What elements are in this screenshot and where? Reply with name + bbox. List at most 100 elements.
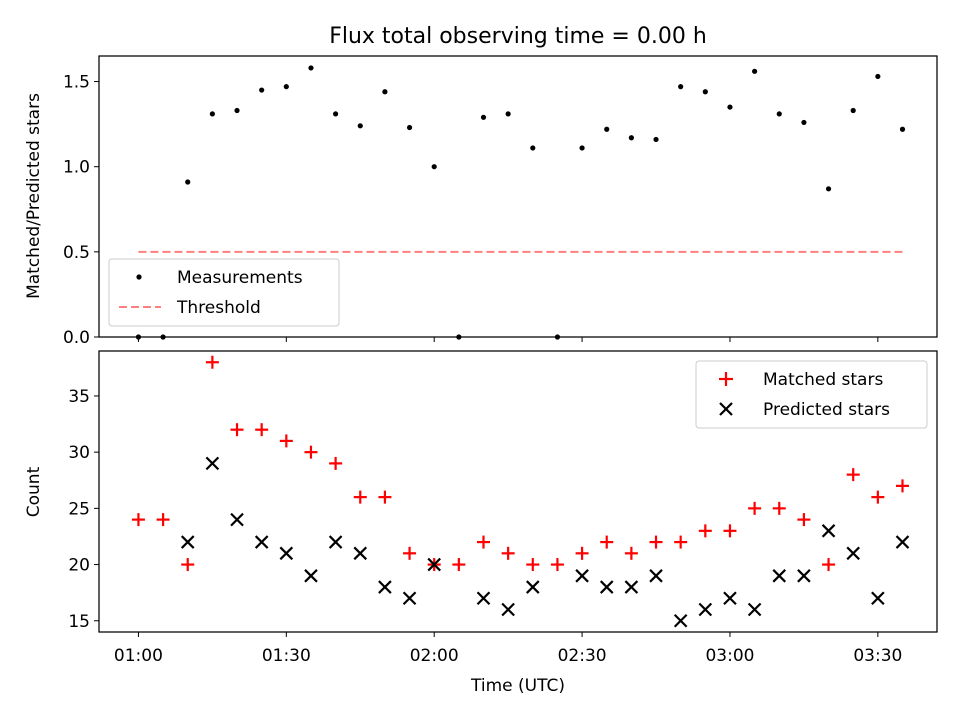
- y-tick-label: 0.0: [63, 328, 90, 348]
- matched-point: [723, 524, 737, 538]
- matched-point: [895, 479, 909, 493]
- predicted-point: [575, 569, 589, 583]
- measurement-point: [160, 334, 166, 340]
- predicted-point: [427, 557, 441, 572]
- x-tick-label: 03:30: [853, 646, 902, 666]
- ratio-x-ticks: [137, 337, 879, 342]
- predicted-point: [279, 546, 294, 561]
- x-tick-label: 02:00: [410, 646, 459, 666]
- y-tick-label: 1.5: [63, 73, 90, 93]
- ratio-y-label: Matched/Predicted stars: [24, 93, 44, 299]
- count-panel-frame: [98, 350, 938, 633]
- matched-point: [304, 445, 318, 459]
- predicted-point: [723, 591, 737, 606]
- legend-threshold-label: Threshold: [176, 298, 261, 318]
- matched-point: [698, 524, 712, 538]
- count-y-label: Count: [24, 466, 44, 517]
- ratio-y-ticks: 0.0 0.5 1.0 1.5: [63, 73, 99, 348]
- measurement-point: [234, 107, 240, 114]
- x-tick-label: 02:30: [558, 646, 607, 666]
- predicted-point: [698, 602, 713, 617]
- measurement-point: [505, 111, 511, 117]
- ratio-plot-area: [135, 65, 906, 340]
- measurement-point: [628, 135, 634, 141]
- matched-point: [822, 558, 836, 572]
- measurement-point: [875, 73, 881, 80]
- measurement-point: [554, 334, 561, 340]
- measurement-point: [431, 164, 437, 170]
- predicted-point: [254, 535, 269, 549]
- count-panel: 15 20 25 30 35 01:00 01:30 02:00 02:30 03:00 03:3…: [24, 350, 938, 696]
- chart-title: Flux total observing time = 0.00 h: [329, 24, 707, 49]
- measurement-point: [456, 334, 462, 340]
- predicted-point: [747, 602, 762, 617]
- measurement-point: [283, 84, 289, 90]
- count-y-ticks: 15 20 25 30 35: [68, 387, 99, 632]
- measurement-point: [382, 89, 388, 95]
- measurement-point: [752, 68, 758, 74]
- x-axis-label: Time (UTC): [470, 676, 565, 696]
- ratio-panel: 0.0 0.5 1.0 1.5 Matched/Predicted stars Mea…: [24, 55, 938, 348]
- matched-point: [403, 546, 417, 560]
- measurement-point: [185, 179, 191, 185]
- matched-point: [600, 535, 614, 549]
- predicted-point: [599, 580, 614, 594]
- legend-predicted-marker: [719, 402, 733, 416]
- predicted-point: [328, 535, 343, 549]
- y-tick-label: 25: [68, 499, 90, 519]
- predicted-point: [304, 569, 318, 583]
- measurement-point: [530, 145, 536, 151]
- matched-point: [871, 490, 885, 504]
- measurement-point: [653, 136, 659, 143]
- predicted-point: [526, 580, 540, 594]
- legend-measurements-label: Measurements: [177, 268, 303, 288]
- predicted-point: [180, 535, 195, 549]
- ratio-panel-frame: [98, 55, 938, 338]
- matched-point: [255, 423, 269, 437]
- matched-point: [353, 490, 367, 504]
- predicted-point: [378, 580, 392, 594]
- measurement-point: [579, 145, 585, 151]
- matched-point: [772, 501, 786, 515]
- matched-point: [452, 558, 466, 572]
- measurement-point: [259, 87, 265, 93]
- measurement-point: [357, 123, 363, 129]
- predicted-point: [797, 569, 811, 583]
- matched-point: [501, 546, 515, 560]
- matched-point: [846, 468, 860, 482]
- measurement-point: [604, 126, 610, 132]
- measurement-point: [776, 111, 782, 117]
- matched-point: [279, 434, 293, 448]
- predicted-point: [501, 602, 515, 617]
- x-tick-label: 01:30: [262, 646, 311, 666]
- measurement-point: [825, 186, 832, 192]
- y-tick-label: 30: [68, 443, 90, 463]
- matched-point: [674, 535, 688, 549]
- x-tick-label: 03:00: [705, 646, 754, 666]
- count-plot-area: [131, 355, 910, 628]
- predicted-point: [230, 512, 244, 527]
- matched-point: [205, 355, 219, 369]
- matched-point: [649, 535, 663, 549]
- matched-point: [476, 535, 490, 549]
- matched-point: [156, 513, 170, 527]
- y-tick-label: 0.5: [63, 243, 90, 263]
- matched-point: [329, 456, 343, 470]
- matched-point: [797, 513, 811, 527]
- predicted-point: [772, 569, 787, 583]
- matched-point: [131, 513, 145, 527]
- predicted-point: [821, 524, 836, 538]
- matched-point: [230, 423, 244, 437]
- measurement-point: [480, 114, 487, 120]
- measurement-point: [308, 65, 314, 71]
- measurement-point: [406, 124, 413, 131]
- predicted-point: [649, 569, 663, 583]
- y-tick-label: 20: [68, 556, 90, 576]
- measurement-point: [899, 126, 906, 132]
- measurement-point: [135, 334, 142, 340]
- measurement-point: [678, 84, 684, 90]
- ratio-legend-box: [108, 258, 340, 327]
- predicted-point: [476, 591, 491, 606]
- predicted-point: [205, 456, 220, 471]
